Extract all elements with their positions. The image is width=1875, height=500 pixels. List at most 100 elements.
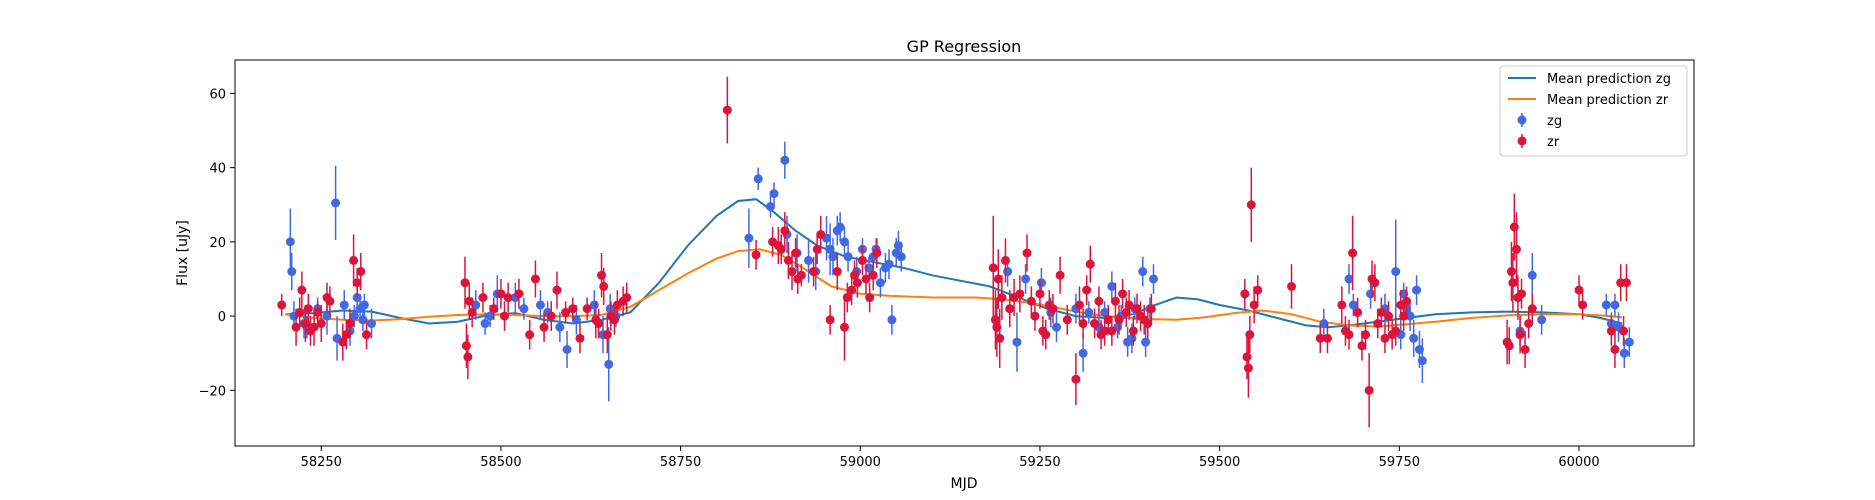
data-point-zg — [562, 330, 572, 369]
data-point-zr — [1402, 286, 1412, 317]
data-point-zr — [1035, 278, 1045, 309]
data-point-zr — [1078, 308, 1088, 339]
data-point-zg — [1417, 338, 1427, 383]
data-point-zr — [295, 297, 305, 328]
data-point-zr — [1370, 264, 1380, 302]
data-point-zg — [535, 290, 545, 320]
data-point-zr — [338, 323, 348, 361]
data-point-zg — [1078, 334, 1088, 372]
data-point-zr — [1606, 316, 1616, 346]
legend-marker-zg — [1517, 113, 1527, 127]
data-point-zr — [1610, 330, 1620, 369]
data-point-zr — [816, 215, 826, 253]
x-tick-label: 60000 — [1558, 455, 1599, 470]
data-point-zr — [1110, 282, 1120, 320]
data-point-zr — [839, 293, 849, 361]
data-point-zg — [1084, 301, 1094, 324]
data-point-zr — [313, 301, 323, 324]
data-point-zr — [1287, 264, 1297, 309]
data-point-zg — [753, 167, 763, 190]
data-point-zr — [1337, 286, 1347, 324]
data-point-zr — [1071, 353, 1081, 406]
data-point-zr — [582, 297, 592, 320]
data-point-zg — [1610, 293, 1620, 317]
legend-label-zg-prediction: Mean prediction zg — [1547, 72, 1671, 87]
data-point-zg — [875, 267, 885, 298]
data-point-zr — [1524, 308, 1534, 339]
data-point-zr — [1380, 323, 1390, 354]
data-point-zr — [530, 260, 540, 298]
data-point-zr — [1322, 323, 1332, 354]
data-point-zr — [776, 234, 786, 265]
data-point-zr — [1245, 316, 1255, 354]
data-point-zr — [751, 240, 761, 270]
data-point-zg — [1624, 327, 1634, 357]
data-point-zg — [1409, 319, 1419, 357]
data-point-zr — [1124, 290, 1134, 320]
data-point-zr — [865, 282, 875, 313]
data-point-zr — [1364, 353, 1374, 428]
data-point-zg — [367, 308, 377, 339]
data-point-zr — [303, 293, 313, 324]
data-point-zr — [297, 271, 307, 309]
data-point-zg — [331, 165, 341, 241]
data-point-zr — [561, 301, 571, 324]
data-point-zr — [1118, 278, 1128, 309]
data-point-zr — [1146, 293, 1156, 324]
data-point-zr — [552, 271, 562, 309]
x-tick-label: 58250 — [301, 455, 342, 470]
data-point-zg — [589, 290, 599, 320]
x-tick-label: 58500 — [480, 455, 521, 470]
data-point-zr — [1515, 316, 1525, 354]
data-point-zr — [503, 282, 513, 313]
data-point-zr — [1041, 319, 1051, 350]
data-point-zr — [1511, 212, 1521, 287]
legend: Mean prediction zg Mean prediction zr zg… — [1499, 65, 1688, 157]
data-point-zr — [1506, 241, 1516, 302]
data-point-zr — [1344, 319, 1354, 350]
data-point-zr — [1621, 264, 1631, 302]
data-point-zr — [1508, 253, 1518, 313]
x-tick-label: 59500 — [1199, 455, 1240, 470]
data-point-zg — [1412, 275, 1422, 305]
data-point-zg — [287, 253, 297, 291]
x-tick-label: 59250 — [1019, 455, 1060, 470]
data-point-zg — [1405, 301, 1415, 331]
data-point-zg — [828, 238, 838, 276]
data-point-zr — [988, 215, 998, 320]
data-point-zr — [995, 308, 1005, 369]
data-point-zr — [356, 253, 366, 291]
data-point-zg — [1537, 304, 1547, 335]
x-tick-label: 58750 — [660, 455, 701, 470]
axis-ticks: 58250 58500 58750 59000 59250 59500 59750 60000… — [199, 87, 1600, 470]
data-point-zr — [599, 267, 609, 305]
data-point-zr — [1315, 323, 1325, 354]
legend-label-zr-prediction: Mean prediction zr — [1547, 93, 1669, 108]
data-point-zg — [1391, 219, 1401, 324]
legend-marker-zr — [1517, 134, 1527, 148]
data-point-zr — [825, 304, 835, 335]
data-point-zg — [1141, 327, 1151, 357]
data-point-zr — [1143, 308, 1153, 339]
data-point-zg — [1344, 264, 1354, 294]
data-point-zr — [345, 308, 355, 339]
data-point-zr — [997, 275, 1007, 320]
data-point-zr — [568, 297, 578, 320]
data-point-zr — [1240, 278, 1250, 309]
data-point-zr — [539, 312, 549, 343]
data-point-zg — [843, 241, 853, 272]
data-point-zr — [1048, 293, 1058, 324]
data-point-zr — [316, 304, 326, 343]
data-point-zr — [852, 267, 862, 298]
y-tick-label: 40 — [209, 162, 226, 177]
data-point-zr — [1022, 234, 1032, 272]
data-point-zr — [722, 76, 732, 144]
data-point-zg — [285, 208, 295, 276]
data-point-zr — [467, 297, 477, 328]
axes-frame — [234, 59, 1695, 447]
data-point-zr — [1000, 238, 1010, 283]
data-point-zr — [463, 334, 473, 380]
data-point-zr — [525, 319, 535, 350]
data-point-zr — [1128, 316, 1138, 346]
